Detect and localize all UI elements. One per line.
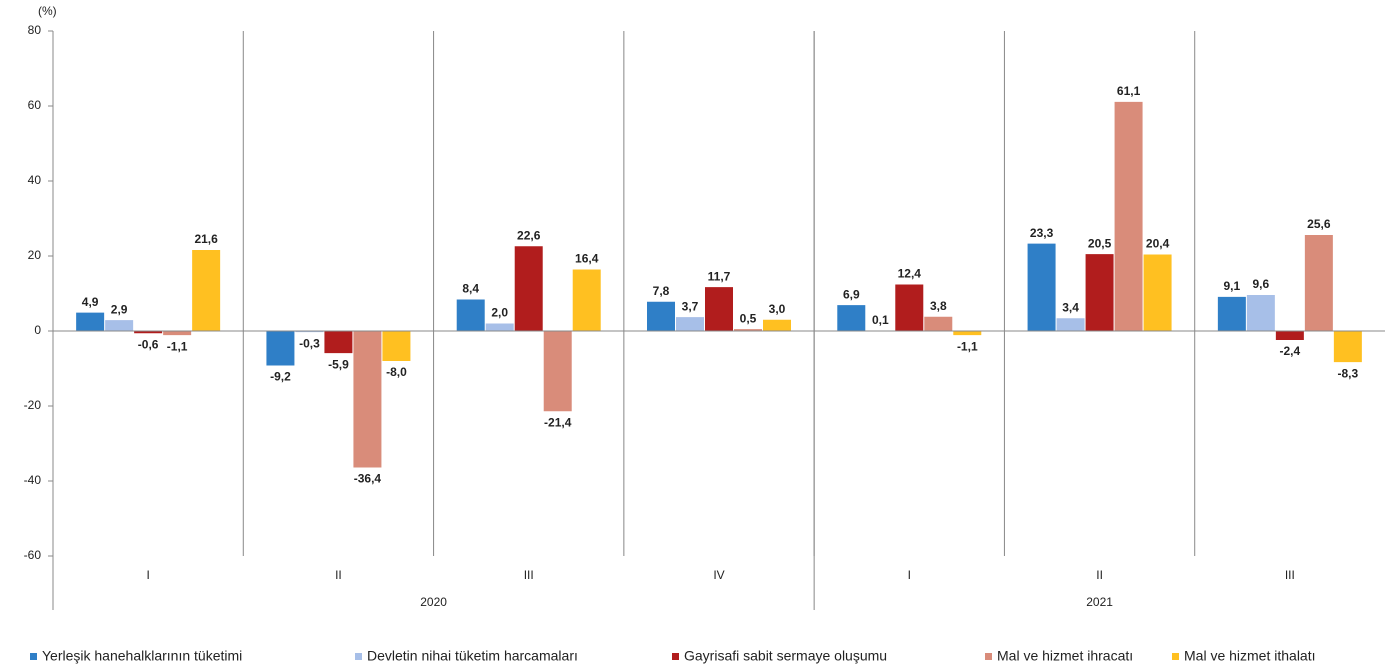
value-label: -8,3 — [1338, 366, 1359, 380]
bar — [76, 312, 105, 331]
bar — [734, 329, 762, 331]
y-tick-label: -20 — [24, 398, 42, 412]
value-label: 21,6 — [194, 232, 218, 246]
bar — [763, 319, 791, 331]
value-label: 4,9 — [82, 295, 99, 309]
bar — [1217, 296, 1246, 331]
legend-swatch — [355, 653, 362, 660]
bar — [1056, 318, 1085, 331]
x-tick-label: I — [146, 568, 149, 582]
value-label: 9,6 — [1253, 277, 1270, 291]
bar — [266, 331, 295, 366]
value-label: 3,0 — [769, 302, 786, 316]
value-label: 0,5 — [740, 311, 757, 325]
bar — [1114, 101, 1143, 331]
y-tick-label: 40 — [28, 173, 42, 187]
value-label: 22,6 — [517, 228, 541, 242]
x-tick-label: II — [335, 568, 342, 582]
x-tick-label: II — [1096, 568, 1103, 582]
legend-label: Yerleşik hanehalklarının tüketimi — [42, 648, 242, 664]
bar — [514, 246, 543, 331]
bar — [953, 331, 982, 336]
value-label: 16,4 — [575, 252, 599, 266]
bar — [705, 287, 733, 331]
bar — [105, 320, 134, 331]
bar — [295, 331, 324, 333]
value-label: 0,1 — [872, 313, 889, 327]
legend-swatch — [985, 653, 992, 660]
value-label: 7,8 — [653, 284, 670, 298]
bar — [163, 331, 192, 336]
x-tick-label: III — [1285, 568, 1295, 582]
value-label: -1,1 — [167, 339, 188, 353]
y-tick-label: -40 — [24, 473, 42, 487]
bar — [676, 317, 704, 331]
value-label: 25,6 — [1307, 217, 1331, 231]
value-label: 20,5 — [1088, 236, 1112, 250]
y-tick-label: 0 — [34, 323, 41, 337]
value-label: -1,1 — [957, 339, 978, 353]
bar — [543, 331, 572, 412]
y-axis-label: (%) — [38, 4, 57, 18]
bar — [1275, 331, 1304, 340]
bar — [1085, 254, 1114, 331]
value-label: -8,0 — [386, 365, 407, 379]
bar — [895, 284, 924, 331]
value-label: -36,4 — [354, 472, 382, 486]
bar — [485, 323, 514, 331]
value-label: 6,9 — [843, 287, 860, 301]
y-tick-label: 20 — [28, 248, 42, 262]
value-label: -21,4 — [544, 415, 572, 429]
x-tick-label: III — [524, 568, 534, 582]
bar — [1143, 254, 1172, 331]
value-label: 3,8 — [930, 299, 947, 313]
value-label: -9,2 — [270, 370, 291, 384]
y-tick-label: -60 — [24, 548, 42, 562]
x-tick-label: IV — [713, 568, 724, 582]
bar — [456, 299, 485, 331]
value-label: 2,9 — [111, 302, 128, 316]
legend-label: Devletin nihai tüketim harcamaları — [367, 648, 578, 664]
legend-swatch — [1172, 653, 1179, 660]
bar — [1027, 243, 1056, 331]
value-label: 9,1 — [1224, 279, 1241, 293]
y-tick-label: 80 — [28, 23, 42, 37]
legend-swatch — [30, 653, 37, 660]
bar — [192, 250, 221, 331]
value-label: -5,9 — [328, 357, 349, 371]
value-label: 8,4 — [462, 282, 479, 296]
value-label: 2,0 — [491, 306, 508, 320]
bar — [324, 331, 353, 354]
value-label: 3,7 — [682, 299, 699, 313]
bar — [647, 301, 675, 331]
bar — [1304, 235, 1333, 331]
bar — [572, 269, 601, 331]
bar — [134, 331, 163, 334]
bar — [1246, 295, 1275, 331]
value-label: 20,4 — [1146, 237, 1170, 251]
bar — [1333, 331, 1362, 363]
legend-label: Mal ve hizmet ithalatı — [1184, 648, 1316, 664]
legend-label: Mal ve hizmet ihracatı — [997, 648, 1133, 664]
y-tick-label: 60 — [28, 98, 42, 112]
value-label: 23,3 — [1030, 226, 1054, 240]
value-label: -2,4 — [1280, 344, 1301, 358]
year-label: 2021 — [1086, 595, 1113, 609]
legend-swatch — [672, 653, 679, 660]
bar — [353, 331, 382, 468]
value-label: 3,4 — [1062, 300, 1079, 314]
value-label: -0,6 — [138, 337, 159, 351]
value-label: 61,1 — [1117, 84, 1141, 98]
value-label: -0,3 — [299, 336, 320, 350]
value-label: 11,7 — [708, 269, 731, 283]
bar — [837, 305, 866, 331]
bar — [382, 331, 411, 361]
bar — [924, 316, 953, 331]
x-tick-label: I — [908, 568, 911, 582]
value-label: 12,4 — [898, 267, 922, 281]
year-label: 2020 — [420, 595, 447, 609]
legend-label: Gayrisafi sabit sermaye oluşumu — [684, 648, 887, 664]
